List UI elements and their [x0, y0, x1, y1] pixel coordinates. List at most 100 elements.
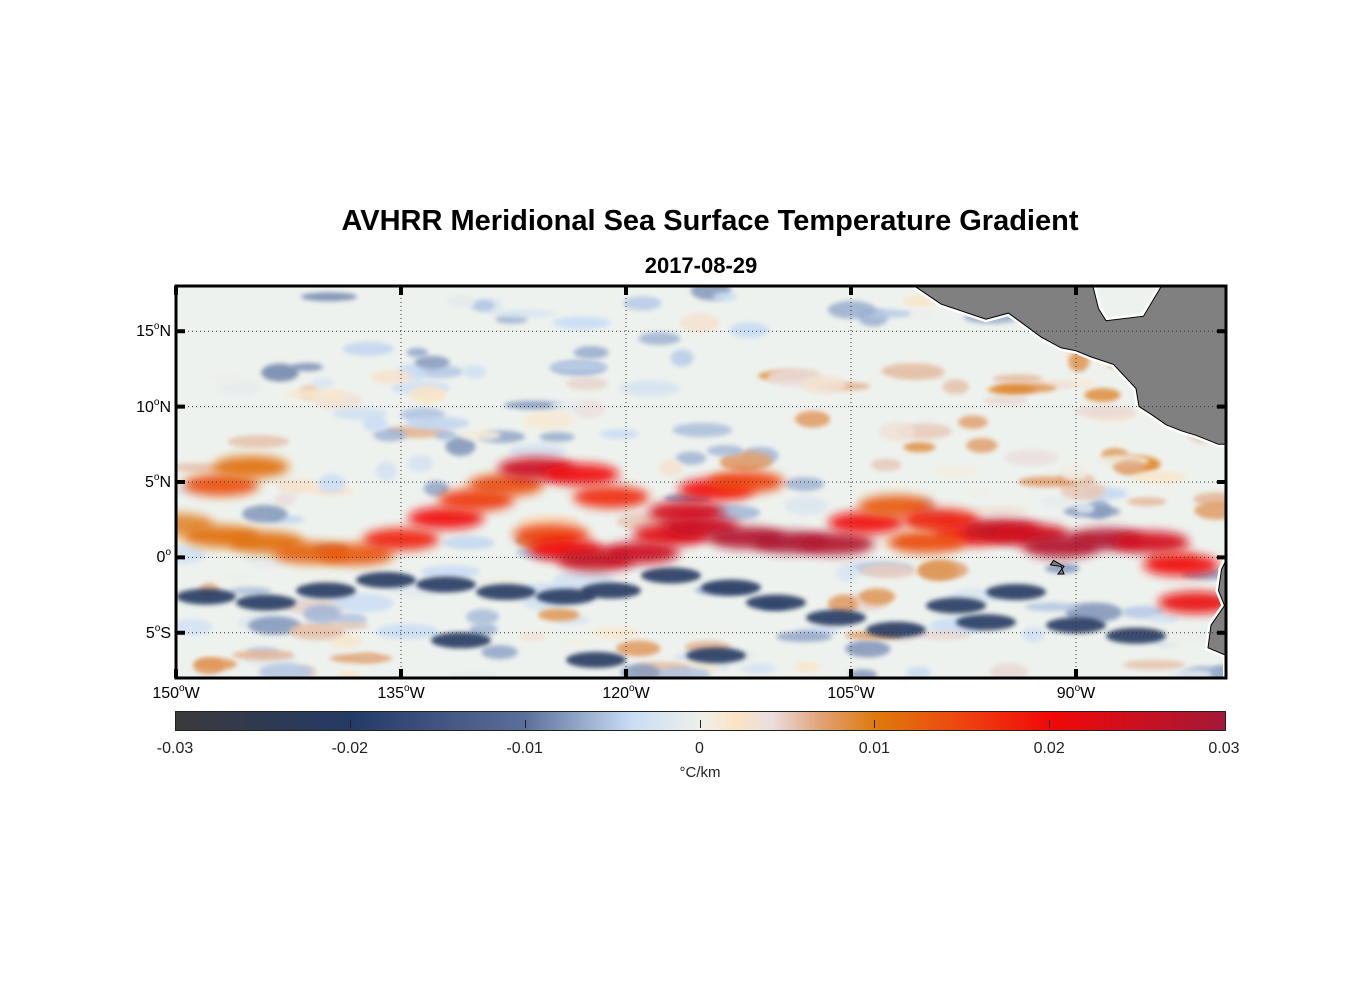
x-tick-label: 90oW: [1036, 683, 1116, 703]
negative-gradient-blob: [866, 621, 926, 638]
negative-gradient-blob: [746, 594, 806, 611]
negative-gradient-blob: [416, 576, 476, 593]
gradient-cell: [229, 586, 272, 596]
negative-gradient-blob: [1046, 617, 1106, 634]
positive-gradient-blob: [183, 474, 259, 497]
positive-gradient-blob: [213, 455, 289, 478]
negative-gradient-blob: [566, 651, 626, 668]
gradient-cell: [1060, 461, 1089, 481]
gradient-cell: [942, 379, 970, 395]
y-tick-label: 10oN: [111, 397, 171, 417]
gradient-cell: [654, 666, 711, 677]
y-tick-mark: [176, 555, 185, 560]
gradient-cell: [448, 672, 500, 677]
gradient-cell: [375, 623, 439, 640]
gradient-cell: [858, 588, 896, 605]
gradient-cell: [1040, 495, 1073, 507]
hemisphere-letter: W: [184, 685, 200, 702]
gradient-cell: [319, 621, 369, 630]
gradient-cell: [616, 640, 661, 657]
gradient-cell: [521, 410, 576, 430]
chart-title: AVHRR Meridional Sea Surface Temperature…: [341, 205, 1079, 237]
y-tick-mark: [176, 480, 185, 484]
x-tick-label: 105oW: [811, 683, 891, 703]
gradient-cell: [1021, 626, 1045, 643]
gradient-cell: [982, 395, 1029, 406]
y-tick-label: 15oN: [111, 321, 171, 341]
colorbar-tick-label: 0.01: [858, 740, 890, 757]
hemisphere-letter: W: [634, 685, 650, 702]
negative-gradient-blob: [581, 582, 641, 599]
colorbar-tick: [699, 720, 701, 728]
gradient-cell: [672, 422, 733, 438]
gradient-cell: [241, 505, 288, 523]
negative-gradient-blob: [536, 588, 596, 605]
gradient-cell: [420, 565, 481, 579]
negative-gradient-blob: [356, 572, 416, 588]
gradient-cell: [508, 443, 567, 459]
negative-gradient-blob: [431, 632, 491, 649]
gradient-cell: [675, 451, 707, 465]
gradient-cell: [638, 332, 681, 346]
gradient-cell: [992, 374, 1043, 384]
gradient-cell: [909, 308, 934, 322]
tick-number: 120: [602, 685, 630, 702]
gradient-cell: [445, 436, 476, 457]
degree-symbol: o: [404, 683, 410, 694]
gradient-cell: [623, 296, 662, 311]
positive-gradient-blob: [708, 471, 784, 493]
gradient-cell: [1073, 405, 1135, 418]
gradient-cell: [442, 535, 496, 550]
gradient-cell: [989, 662, 1028, 677]
gradient-cell: [317, 473, 346, 494]
gradient-cell: [459, 429, 502, 441]
gradient-cell: [336, 671, 361, 677]
gradient-cell: [1121, 605, 1164, 619]
y-tick-mark: [1217, 404, 1226, 409]
negative-gradient-blob: [986, 584, 1046, 601]
gradient-cell: [552, 316, 611, 330]
gradient-cell: [619, 380, 681, 397]
gradient-cell: [328, 633, 363, 648]
degree-symbol: o: [1074, 683, 1081, 694]
colorbar-tick-label: 0: [695, 740, 704, 757]
positive-gradient-blob: [828, 511, 904, 534]
gradient-cell: [275, 478, 319, 494]
x-tick-label: 135oW: [361, 683, 441, 703]
gradient-cell: [729, 322, 770, 338]
tick-number: 105: [827, 685, 855, 702]
y-tick-mark: [1217, 555, 1226, 560]
gradient-cell: [373, 428, 407, 442]
tick-number: 0: [156, 549, 166, 567]
negative-gradient-blob: [177, 588, 236, 605]
gradient-cell: [599, 428, 640, 440]
degree-symbol: o: [153, 396, 160, 408]
x-tick-mark: [849, 669, 853, 678]
positive-gradient-blob: [888, 531, 964, 554]
gradient-cell: [538, 608, 580, 622]
gradient-cell: [1168, 669, 1212, 677]
tick-number: 5: [144, 474, 154, 491]
colorbar-tick: [1049, 720, 1051, 728]
x-tick-label: 150oW: [136, 683, 216, 703]
gradient-cell: [1060, 481, 1106, 501]
gradient-cell: [332, 593, 394, 613]
gradient-cell: [248, 616, 302, 635]
gradient-cell: [447, 294, 476, 309]
y-tick-mark: [176, 329, 185, 334]
gradient-cell: [784, 477, 825, 492]
colorbar: [175, 711, 1226, 731]
galapagos-island: [1049, 559, 1065, 575]
gradient-cell: [1084, 388, 1121, 402]
y-tick-label: 0o: [111, 547, 171, 567]
gradient-cell: [1131, 471, 1186, 484]
gradient-cell: [932, 464, 980, 478]
gradient-cell: [375, 461, 397, 481]
y-tick-mark: [176, 630, 185, 635]
colorbar-tick-label: -0.03: [156, 740, 194, 757]
gradient-cell: [974, 505, 1029, 515]
gradient-cell: [548, 361, 609, 372]
gradient-cell: [1024, 602, 1079, 612]
negative-gradient-blob: [236, 594, 296, 611]
